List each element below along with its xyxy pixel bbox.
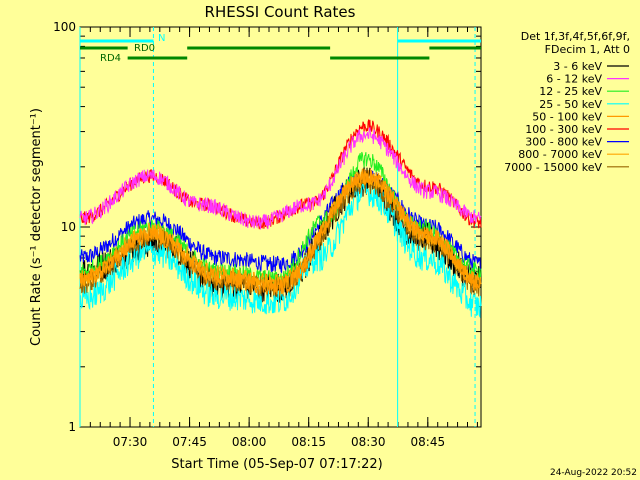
legend-label: 7000 - 15000 keV bbox=[504, 161, 602, 174]
x-tick-label: 08:15 bbox=[291, 435, 326, 449]
series-line-1 bbox=[79, 126, 482, 230]
series-line-3 bbox=[79, 177, 482, 319]
y-tick-label: 100 bbox=[53, 20, 76, 34]
y-tick-label: 10 bbox=[61, 220, 76, 234]
status-label-n: N bbox=[158, 33, 165, 44]
chart-title: RHESSI Count Rates bbox=[205, 3, 356, 21]
legend-label: 800 - 7000 keV bbox=[518, 148, 602, 161]
timestamp: 24-Aug-2022 20:52 bbox=[550, 468, 637, 478]
legend-label: 12 - 25 keV bbox=[539, 85, 602, 98]
x-tick-label: 08:30 bbox=[351, 435, 386, 449]
plot-area: 1 10 100 07:30 07:45 08:00 08:15 08:30 08:45 NRD0… bbox=[53, 20, 482, 449]
x-tick-label: 08:45 bbox=[411, 435, 446, 449]
x-tick-label: 07:30 bbox=[113, 435, 148, 449]
legend-header-line-2: FDecim 1, Att 0 bbox=[545, 43, 630, 56]
x-tick-label: 08:00 bbox=[232, 435, 267, 449]
status-label-rd0: RD0 bbox=[134, 43, 155, 54]
legend-label: 100 - 300 keV bbox=[525, 123, 602, 136]
legend-label: 6 - 12 keV bbox=[546, 73, 602, 86]
legend: Det 1f,3f,4f,5f,6f,9f, FDecim 1, Att 0 3… bbox=[504, 30, 630, 174]
legend-header-line-1: Det 1f,3f,4f,5f,6f,9f, bbox=[521, 30, 630, 43]
x-tick-label: 07:45 bbox=[172, 435, 207, 449]
y-tick-label: 1 bbox=[68, 420, 76, 434]
x-axis-label: Start Time (05-Sep-07 07:17:22) bbox=[171, 457, 382, 472]
y-axis-label: Count Rate (s⁻¹ detector segment⁻¹) bbox=[29, 108, 44, 346]
status-label-rd4: RD4 bbox=[100, 53, 121, 64]
legend-label: 50 - 100 keV bbox=[532, 110, 602, 123]
legend-label: 3 - 6 keV bbox=[553, 60, 602, 73]
series-line-4 bbox=[79, 168, 482, 296]
legend-label: 300 - 800 keV bbox=[525, 136, 602, 149]
legend-label: 25 - 50 keV bbox=[539, 98, 602, 111]
